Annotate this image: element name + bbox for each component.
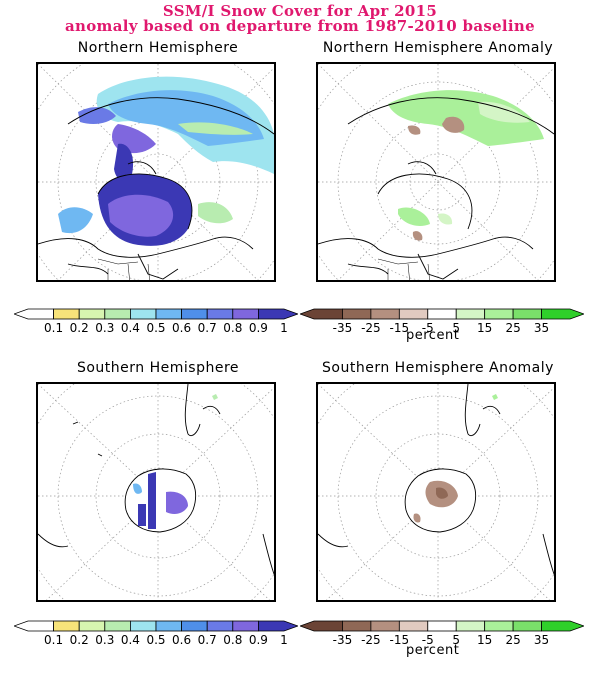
colorbar-tick-label: 0.9 [248, 321, 268, 335]
colorbar-swatch [130, 308, 157, 320]
colorbar-tick-label: -35 [332, 321, 353, 335]
map-nh-snow-cover [36, 62, 276, 282]
colorbar-swatch [342, 308, 372, 320]
colorbar-swatch [370, 620, 400, 632]
colorbar-swatch [300, 308, 343, 320]
colorbar-tick-label: -25 [361, 321, 381, 335]
colorbar-tick-label: 35 [533, 633, 550, 647]
colorbar-tick-label: 0.9 [248, 633, 268, 647]
colorbar-swatch [53, 308, 80, 320]
colorbar-swatch [104, 620, 131, 632]
colorbar-swatch [257, 620, 298, 632]
colorbar-swatch [300, 620, 343, 632]
map-sh-anomaly [316, 382, 556, 602]
colorbar-tick-label: 0.2 [69, 321, 89, 335]
colorbar-swatch [130, 620, 157, 632]
colorbar-tick-label: -25 [361, 633, 381, 647]
colorbar-tick-label: 0.3 [95, 633, 115, 647]
colorbar-swatch [14, 308, 54, 320]
colorbar-swatch [512, 308, 542, 320]
colorbar-tick-label: 15 [477, 633, 493, 647]
colorbar-tick-label: 0.7 [197, 321, 217, 335]
colorbar-tick-label: 0.2 [69, 633, 89, 647]
colorbar-tick-label: 0.7 [197, 633, 217, 647]
colorbar-tick-label: 0.5 [146, 633, 166, 647]
colorbar-swatch [181, 308, 208, 320]
map-sh-snow-cover [36, 382, 276, 602]
colorbar-swatch [104, 308, 131, 320]
colorbar-tick-label: 0.4 [120, 321, 140, 335]
colorbar-tick-label: 0.8 [223, 321, 243, 335]
colorbar-anomaly-nh: -35 -25 -15 -5 5 15 25 35 [300, 308, 584, 338]
panel-title-sh: Southern Hemisphere [76, 360, 240, 376]
panel-title-nh-anomaly: Northern Hemisphere Anomaly [322, 40, 554, 56]
colorbar-tick-label: 1 [280, 321, 288, 335]
colorbar-tick-label: 0.1 [44, 321, 64, 335]
colorbar-swatch [232, 620, 259, 632]
panel-title-nh: Northern Hemisphere [77, 40, 239, 56]
colorbar-snow-cover-sh: 0.1 0.2 0.3 0.4 0.5 0.6 0.7 0.8 0.9 1 [14, 620, 298, 650]
colorbar-tick-label: 0.8 [223, 633, 243, 647]
colorbar-snow-cover-nh: 0.1 0.2 0.3 0.4 0.5 0.6 0.7 0.8 0.9 1 [14, 308, 298, 338]
colorbar-tick-label: -15 [389, 321, 410, 335]
colorbar-tick-label: -15 [389, 633, 410, 647]
colorbar-tick-label: 25 [505, 633, 521, 647]
colorbar-swatch [427, 620, 457, 632]
snow-antarctica [148, 472, 156, 529]
colorbar-tick-label: 0.6 [172, 321, 192, 335]
borders [97, 258, 150, 280]
colorbar-swatch [181, 620, 208, 632]
colorbar-swatch [155, 308, 183, 320]
colorbar-swatch [455, 308, 486, 320]
panel-title-sh-anomaly: Southern Hemisphere Anomaly [322, 360, 554, 376]
colorbar-swatch [370, 308, 400, 320]
figure-title-line1: SSM/I Snow Cover for Apr 2015 [162, 2, 438, 20]
colorbar-swatch [78, 620, 106, 632]
colorbar-tick-label: 5 [452, 633, 461, 647]
colorbar-swatches [14, 620, 298, 632]
colorbar-tick-label: 5 [452, 321, 461, 335]
colorbar-tick-label: 0.1 [44, 633, 64, 647]
colorbar-tick-label: -5 [421, 321, 434, 335]
colorbar-swatch [484, 620, 514, 632]
colorbar-tick-label: 0.3 [95, 321, 115, 335]
colorbar-tick-label: -5 [421, 633, 434, 647]
colorbar-tick-label: 0.4 [120, 633, 140, 647]
colorbar-swatch [541, 308, 584, 320]
colorbar-swatch [398, 620, 429, 632]
colorbar-swatch [14, 620, 54, 632]
colorbar-swatches [14, 308, 298, 320]
colorbar-swatches [300, 308, 584, 320]
colorbar-swatch [78, 308, 106, 320]
colorbar-swatch [53, 620, 80, 632]
colorbar-swatches [300, 620, 584, 632]
colorbar-swatch [398, 308, 429, 320]
colorbar-tick-label: 35 [533, 321, 550, 335]
figure-title-line2: anomaly based on departure from 1987-201… [65, 17, 535, 35]
colorbar-swatch [342, 620, 372, 632]
colorbar-swatch [206, 308, 234, 320]
colorbar-tick-label: 1 [280, 633, 288, 647]
colorbar-swatch [427, 308, 457, 320]
colorbar-swatch [484, 308, 514, 320]
colorbar-tick-label: -35 [332, 633, 353, 647]
colorbar-tick-label: 0.5 [146, 321, 166, 335]
colorbar-tick-label: 15 [477, 321, 493, 335]
colorbar-tick-label: 25 [505, 321, 521, 335]
colorbar-swatch [155, 620, 183, 632]
colorbar-anomaly-sh: -35 -25 -15 -5 5 15 25 35 [300, 620, 584, 650]
coastlines [38, 97, 274, 280]
colorbar-swatch [257, 308, 298, 320]
colorbar-tick-label: 0.6 [172, 633, 192, 647]
colorbar-swatch [541, 620, 584, 632]
map-nh-anomaly [316, 62, 556, 282]
colorbar-swatch [512, 620, 542, 632]
colorbar-swatch [232, 308, 259, 320]
anomaly-positive-eurasia [388, 90, 544, 146]
colorbar-unit-nh: percent [406, 328, 460, 343]
colorbar-swatch [206, 620, 234, 632]
colorbar-unit-sh: percent [406, 643, 460, 658]
colorbar-swatch [455, 620, 486, 632]
anomaly-negative-siberia [442, 116, 465, 133]
